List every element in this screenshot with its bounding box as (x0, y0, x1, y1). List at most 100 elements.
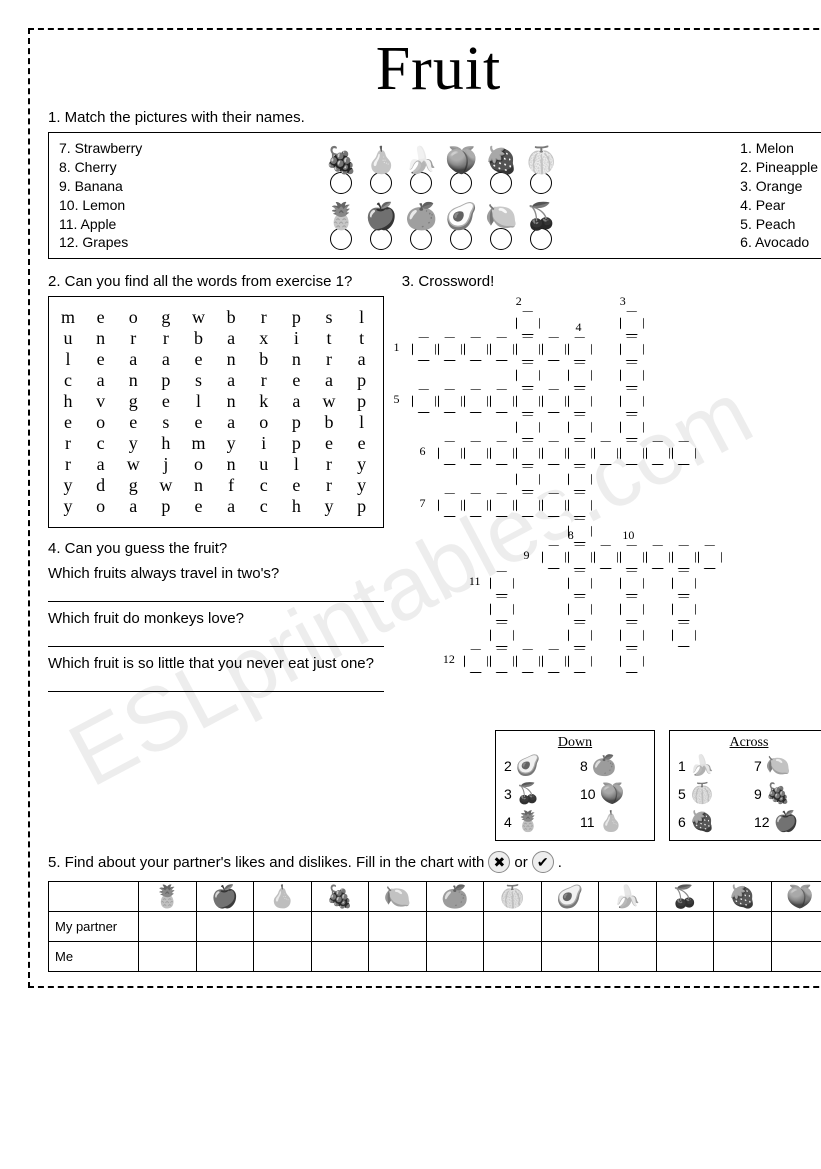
likes-cell[interactable] (311, 912, 369, 942)
crossword-cell[interactable] (516, 311, 540, 335)
likes-cell[interactable] (484, 942, 542, 972)
likes-cell[interactable] (196, 912, 254, 942)
crossword-cell[interactable] (542, 493, 566, 517)
crossword-cell[interactable] (620, 571, 644, 595)
crossword-cell[interactable] (568, 389, 592, 413)
likes-cell[interactable] (311, 942, 369, 972)
likes-cell[interactable] (599, 912, 657, 942)
crossword-cell[interactable] (516, 337, 540, 361)
likes-cell[interactable] (369, 942, 427, 972)
likes-cell[interactable] (771, 912, 821, 942)
likes-cell[interactable] (254, 942, 312, 972)
crossword-cell[interactable] (620, 649, 644, 673)
crossword-cell[interactable] (646, 441, 670, 465)
likes-cell[interactable] (541, 912, 599, 942)
answer-blank[interactable] (48, 631, 384, 647)
crossword-cell[interactable] (490, 337, 514, 361)
likes-cell[interactable] (139, 912, 197, 942)
crossword-cell[interactable] (516, 441, 540, 465)
likes-cell[interactable] (196, 942, 254, 972)
crossword-cell[interactable] (620, 415, 644, 439)
crossword-cell[interactable] (542, 337, 566, 361)
crossword-cell[interactable] (594, 441, 618, 465)
likes-cell[interactable] (139, 942, 197, 972)
crossword-cell[interactable] (568, 649, 592, 673)
crossword-cell[interactable] (568, 623, 592, 647)
crossword-cell[interactable] (568, 545, 592, 569)
crossword-cell[interactable] (516, 493, 540, 517)
crossword-cell[interactable] (568, 415, 592, 439)
likes-cell[interactable] (599, 942, 657, 972)
crossword-cell[interactable] (516, 415, 540, 439)
crossword-cell[interactable] (490, 571, 514, 595)
likes-cell[interactable] (714, 912, 772, 942)
crossword-cell[interactable] (568, 571, 592, 595)
crossword-cell[interactable] (594, 545, 618, 569)
answer-blank[interactable] (48, 676, 384, 692)
crossword-cell[interactable] (672, 597, 696, 621)
crossword-cell[interactable] (490, 623, 514, 647)
wordsearch-cell: v (92, 391, 112, 412)
crossword-cell[interactable] (620, 623, 644, 647)
crossword-cell[interactable] (672, 441, 696, 465)
likes-cell[interactable] (656, 942, 714, 972)
crossword-cell[interactable] (412, 389, 436, 413)
crossword-cell[interactable] (412, 337, 436, 361)
crossword-cell[interactable] (698, 545, 722, 569)
likes-cell[interactable] (541, 942, 599, 972)
crossword-cell[interactable] (620, 337, 644, 361)
crossword-cell[interactable] (516, 649, 540, 673)
likes-cell[interactable] (771, 942, 821, 972)
likes-cell[interactable] (656, 912, 714, 942)
crossword-cell[interactable] (620, 545, 644, 569)
crossword-cell[interactable] (438, 441, 462, 465)
crossword-cell[interactable] (568, 467, 592, 491)
crossword-cell[interactable] (568, 441, 592, 465)
crossword-cell[interactable] (620, 441, 644, 465)
crossword-cell[interactable] (438, 389, 462, 413)
likes-cell[interactable] (426, 942, 484, 972)
likes-cell[interactable] (714, 942, 772, 972)
crossword-cell[interactable] (542, 389, 566, 413)
crossword-cell[interactable] (568, 493, 592, 517)
crossword-cell[interactable] (620, 363, 644, 387)
crossword-cell[interactable] (646, 545, 670, 569)
crossword-cell[interactable] (568, 363, 592, 387)
crossword-cell[interactable] (490, 389, 514, 413)
crossword-cell[interactable] (490, 597, 514, 621)
crossword-cell[interactable] (672, 623, 696, 647)
crossword-cell[interactable] (568, 597, 592, 621)
crossword-cell[interactable] (516, 467, 540, 491)
crossword-cell[interactable] (620, 597, 644, 621)
crossword-cell[interactable] (464, 441, 488, 465)
crossword-cell[interactable] (464, 337, 488, 361)
crossword-cell[interactable] (672, 571, 696, 595)
crossword-cell[interactable] (542, 441, 566, 465)
crossword-cell[interactable] (464, 389, 488, 413)
crossword-cell[interactable] (464, 649, 488, 673)
likes-cell[interactable] (484, 912, 542, 942)
crossword-cell[interactable] (516, 363, 540, 387)
crossword-cell[interactable] (438, 337, 462, 361)
crossword-cell[interactable] (490, 493, 514, 517)
crossword-cell[interactable] (542, 649, 566, 673)
wordsearch-cell: y (59, 496, 79, 517)
crossword-cell[interactable] (490, 649, 514, 673)
fruit-slot: 🍍 (324, 198, 358, 250)
crossword-cell[interactable] (490, 441, 514, 465)
crossword-cell[interactable] (438, 493, 462, 517)
likes-cell[interactable] (426, 912, 484, 942)
wordsearch-cell: p (353, 370, 373, 391)
crossword-cell[interactable] (464, 493, 488, 517)
likes-cell[interactable] (254, 912, 312, 942)
crossword-cell[interactable] (516, 389, 540, 413)
crossword-cell[interactable] (568, 337, 592, 361)
wordsearch-cell: a (222, 328, 242, 349)
crossword-cell[interactable] (620, 389, 644, 413)
likes-cell[interactable] (369, 912, 427, 942)
answer-blank[interactable] (48, 586, 384, 602)
crossword-cell[interactable] (542, 545, 566, 569)
crossword-cell[interactable] (672, 545, 696, 569)
crossword-cell[interactable] (620, 311, 644, 335)
fruit-icon: 🍋 (484, 198, 518, 232)
